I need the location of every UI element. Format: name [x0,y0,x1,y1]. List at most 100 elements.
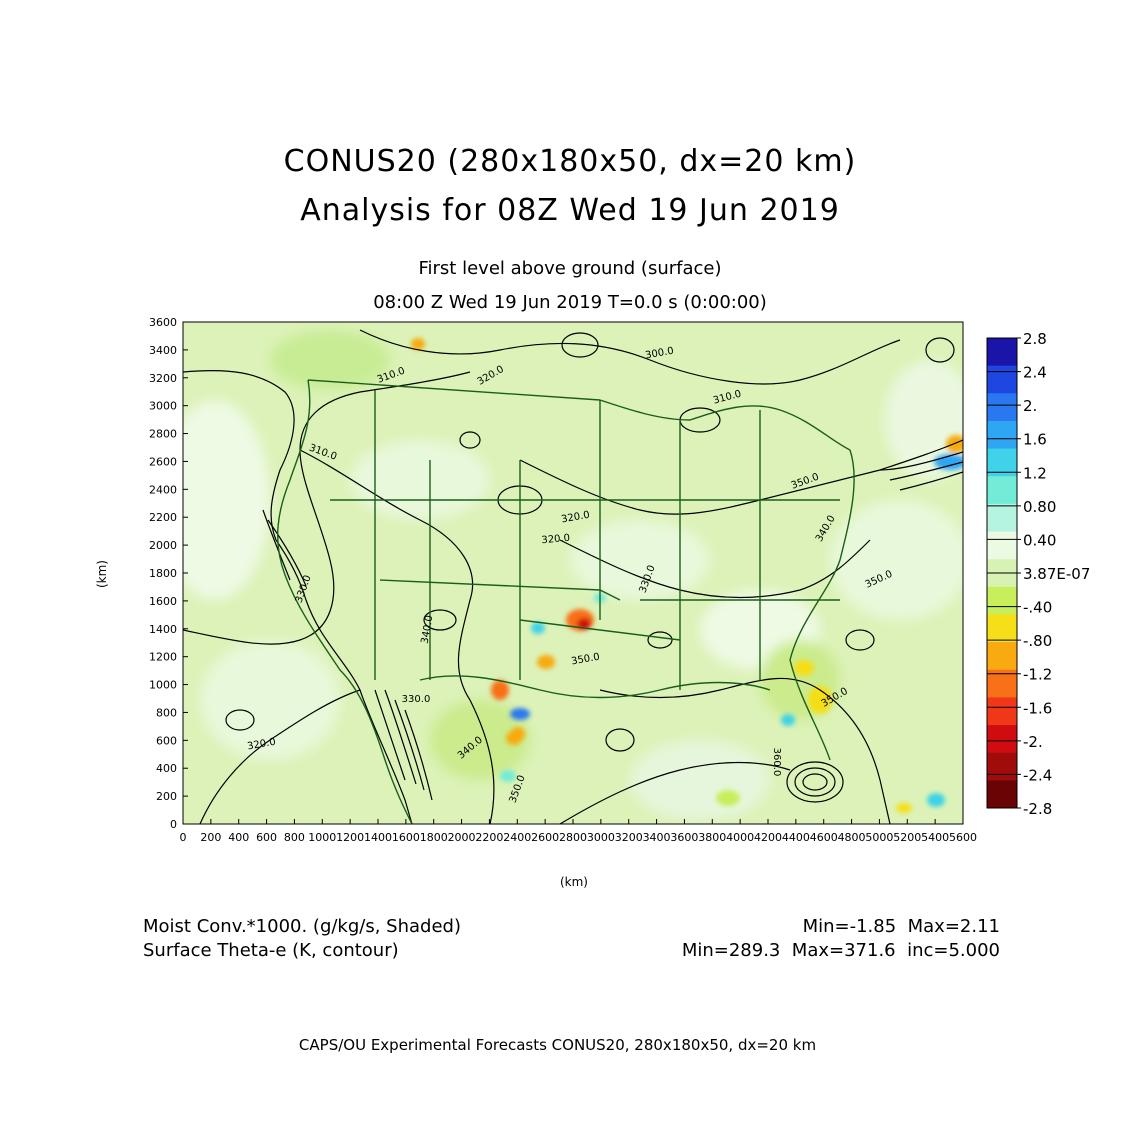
contour-field-name: Surface Theta-e (K, contour) [143,940,399,961]
x-tick-label: 4600 [810,831,838,844]
x-tick-label: 3800 [698,831,726,844]
y-tick-label: 3200 [149,372,177,385]
x-tick-label: 1600 [392,831,420,844]
y-tick-label: 3600 [149,316,177,329]
x-tick-label: 4400 [782,831,810,844]
y-tick-label: 3000 [149,400,177,413]
x-tick-label: 5400 [921,831,949,844]
y-tick-label: 600 [156,734,177,747]
y-tick-label: 1800 [149,567,177,580]
shaded-field-name: Moist Conv.*1000. (g/kg/s, Shaded) [143,916,461,937]
x-tick-label: 0 [180,831,187,844]
x-tick-label: 4800 [838,831,866,844]
y-tick-label: 1000 [149,679,177,692]
contour-value-label: 320.0 [247,737,277,753]
time-subtitle: 08:00 Z Wed 19 Jun 2019 T=0.0 s (0:00:00… [373,292,767,313]
level-subtitle: First level above ground (surface) [418,258,722,279]
y-tick-label: 2400 [149,483,177,496]
colorbar-swatch [987,365,1017,394]
x-tick-label: 5200 [893,831,921,844]
x-tick-label: 4200 [754,831,782,844]
colorbar-label: -2.4 [1023,766,1052,784]
x-tick-label: 2800 [559,831,587,844]
contour-value-label: 320.0 [541,533,570,546]
x-tick-label: 1400 [364,831,392,844]
contour-value-label: 340.0 [420,615,436,645]
colorbar-label: -1.6 [1023,699,1052,717]
x-tick-label: 3400 [643,831,671,844]
colorbar-label: -2. [1023,733,1043,751]
x-tick-label: 5000 [865,831,893,844]
colorbar-swatch [987,642,1017,671]
x-tick-label: 200 [200,831,221,844]
x-tick-label: 800 [284,831,305,844]
colorbar-swatch [987,725,1017,754]
colorbar-swatch [987,697,1017,726]
x-tick-label: 2000 [448,831,476,844]
figure-title-line1: CONUS20 (280x180x50, dx=20 km) [283,144,857,179]
x-tick-label: 2600 [531,831,559,844]
y-tick-label: 2600 [149,455,177,468]
map-plot-area [183,322,963,824]
colorbar-label: -1.2 [1023,666,1052,684]
colorbar-swatch [987,476,1017,505]
colorbar-label: 0.40 [1023,531,1056,549]
colorbar-label: 1.2 [1023,464,1047,482]
convergence-spots [411,338,963,813]
x-tick-label: 1200 [336,831,364,844]
x-tick-label: 600 [256,831,277,844]
y-tick-label: 800 [156,706,177,719]
colorbar-label: 2.4 [1023,364,1047,382]
contour-value-label: 350.0 [571,652,601,668]
contour-value-label: 360.0 [771,748,782,777]
colorbar-label: -.80 [1023,632,1052,650]
x-tick-label: 4000 [726,831,754,844]
colorbar-label: -2.8 [1023,800,1052,818]
y-tick-label: 200 [156,790,177,803]
x-tick-label: 1000 [308,831,336,844]
x-axis-ticks: 0 200 400 600 800 1000 1200 1400 1600 1800 2000 220… [180,819,977,844]
y-axis-ticks: 0 200 400 600 800 1000 1200 1400 1600 1800 2000 220… [149,316,188,831]
colorbar-swatch [987,338,1017,367]
colorbar-swatch [987,780,1017,809]
x-tick-label: 400 [228,831,249,844]
colorbar-label: 0.80 [1023,498,1056,516]
colorbar-swatch [987,614,1017,643]
colorbar-label: 3.87E-07 [1023,565,1090,583]
colorbar-swatch [987,393,1017,422]
figure-title-line2: Analysis for 08Z Wed 19 Jun 2019 [300,193,840,228]
x-axis-label: (km) [560,875,588,889]
y-tick-label: 400 [156,762,177,775]
y-tick-label: 0 [170,818,177,831]
colorbar-label: 2. [1023,397,1037,415]
colorbar-swatch [987,503,1017,533]
contour-field-stats: Min=289.3 Max=371.6 inc=5.000 [681,940,1000,961]
shaded-field-stats: Min=-1.85 Max=2.11 [802,916,1000,937]
x-tick-label: 1800 [420,831,448,844]
y-axis-label: (km) [95,560,109,588]
colorbar-swatch [987,669,1017,698]
x-tick-label: 3000 [587,831,615,844]
x-tick-label: 3200 [615,831,643,844]
x-tick-label: 3600 [670,831,698,844]
x-tick-label: 2200 [475,831,503,844]
x-tick-label: 2400 [503,831,531,844]
colorbar-swatch [987,420,1017,450]
colorbar-label: -.40 [1023,599,1052,617]
x-tick-label: 5600 [949,831,977,844]
y-tick-label: 1200 [149,651,177,664]
shaded-field [183,330,963,820]
contour-value-label: 300.0 [645,346,675,362]
contour-value-label: 330.0 [402,694,431,705]
y-tick-label: 2200 [149,511,177,524]
y-tick-label: 1600 [149,595,177,608]
colorbar-label: 1.6 [1023,431,1047,449]
y-tick-label: 1400 [149,623,177,636]
colorbar: 2.8 2.4 2. 1.6 1.2 0.80 0.40 3.87E-07 -.40 -.80 -1… [986,330,1090,818]
state-and-coast-boundaries [277,379,855,824]
y-tick-label: 2800 [149,428,177,441]
colorbar-swatch [987,586,1017,615]
y-tick-label: 3400 [149,344,177,357]
footer-credit: CAPS/OU Experimental Forecasts CONUS20, … [298,1036,817,1054]
